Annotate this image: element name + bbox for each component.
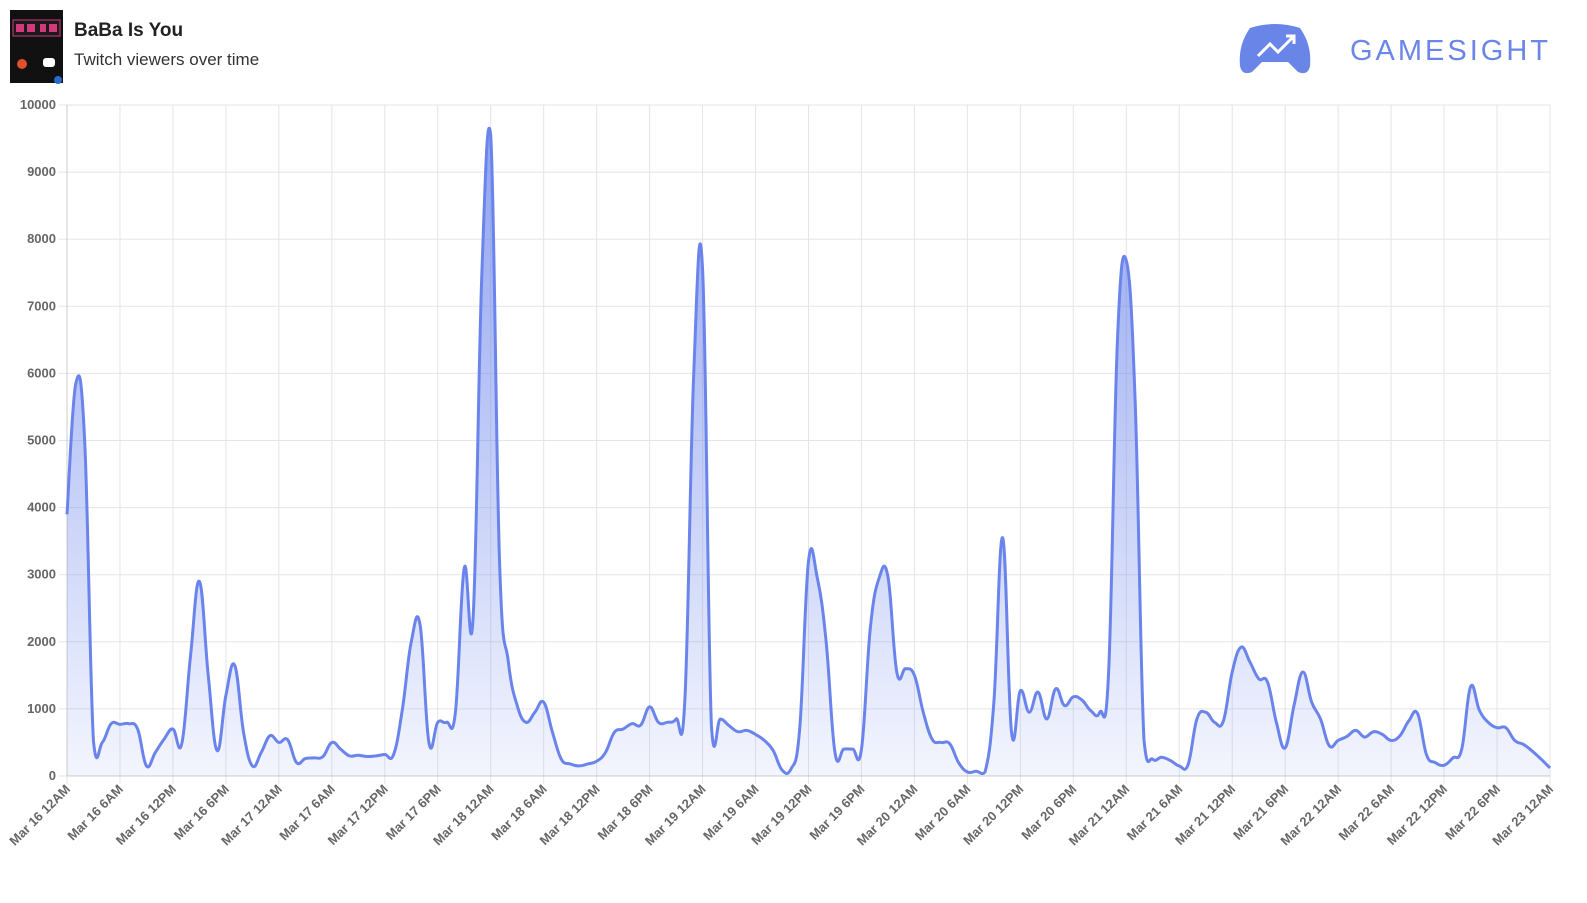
line [65,126,1552,776]
y-tick-label: 0 [49,768,56,783]
game-icon [10,10,63,84]
y-tick-label: 5000 [27,433,56,448]
y-tick-label: 2000 [27,634,56,649]
y-tick-label: 8000 [27,231,56,246]
y-tick-label: 10000 [20,97,56,112]
y-tick-label: 9000 [27,164,56,179]
y-tick-label: 6000 [27,365,56,380]
y-tick-label: 4000 [27,500,56,515]
x-tick-label: Mar 16 12AM [6,782,73,849]
chart-subtitle: Twitch viewers over time [74,50,259,69]
area-fill [67,128,1550,776]
brand-logo [1239,24,1311,74]
brand-name: GAMESIGHT [1350,35,1551,67]
y-tick-label: 1000 [27,701,56,716]
y-tick-label: 7000 [27,298,56,313]
y-tick-label: 3000 [27,567,56,582]
chart-title: BaBa Is You [74,20,183,41]
